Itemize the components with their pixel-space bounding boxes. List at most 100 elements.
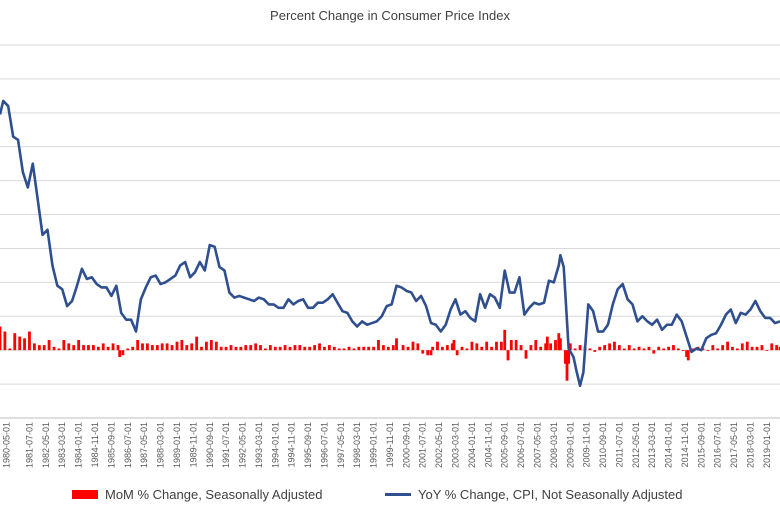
mom-bar — [617, 345, 621, 351]
mom-bar — [770, 343, 774, 351]
mom-bar — [480, 346, 484, 351]
mom-bar — [455, 350, 459, 356]
mom-bar — [726, 341, 730, 351]
mom-bar — [313, 345, 317, 351]
mom-bar — [209, 340, 213, 351]
mom-bar — [529, 345, 533, 351]
mom-bar — [557, 333, 561, 351]
x-tick-label: 1984-01-01 — [74, 422, 84, 468]
x-tick-label: 2017-05-01 — [729, 422, 739, 468]
mom-bar — [268, 345, 272, 351]
mom-bar — [460, 346, 464, 351]
x-tick-label: 1981-07-01 — [24, 422, 34, 468]
mom-bar — [545, 336, 549, 351]
gridlines — [0, 44, 780, 419]
mom-bar — [755, 346, 759, 351]
mom-bar — [146, 343, 149, 351]
x-tick-label: 2016-07-01 — [713, 422, 723, 468]
mom-bar — [332, 346, 336, 351]
mom-bar — [62, 340, 66, 351]
x-tick-label: 1989-11-01 — [188, 422, 198, 467]
mom-bar — [676, 348, 680, 351]
x-tick-label: 2003-03-01 — [451, 422, 461, 468]
mom-bar — [760, 345, 764, 351]
mom-bar — [170, 345, 174, 351]
mom-bar — [431, 346, 435, 351]
mom-bar — [47, 340, 51, 351]
mom-bar — [381, 345, 385, 351]
mom-bar — [367, 346, 371, 351]
mom-bar — [96, 346, 100, 351]
mom-bar — [558, 338, 562, 351]
mom-bar — [160, 343, 164, 351]
yoy-line-series — [0, 99, 780, 388]
mom-bar — [8, 348, 12, 351]
mom-bar — [219, 346, 223, 351]
x-tick-label: 2006-07-01 — [516, 422, 526, 468]
mom-bar — [347, 346, 351, 351]
mom-bar — [539, 346, 543, 351]
mom-bar — [377, 340, 380, 351]
x-tick-label: 1999-11-01 — [385, 422, 395, 467]
mom-bar — [598, 346, 602, 351]
mom-bar — [421, 350, 425, 354]
mom-bar — [386, 346, 390, 351]
mom-bar — [721, 345, 725, 351]
x-tick-label: 1994-11-01 — [287, 422, 297, 467]
mom-bar — [155, 345, 159, 351]
mom-bar — [686, 350, 690, 361]
mom-bar — [175, 341, 179, 351]
mom-bar — [627, 345, 631, 351]
mom-bar — [745, 341, 749, 351]
x-tick-label: 1988-03-01 — [156, 422, 166, 468]
mom-bar — [475, 343, 479, 351]
x-tick-label: 2015-09-01 — [696, 422, 706, 468]
mom-bar — [185, 345, 189, 351]
mom-bar — [229, 345, 233, 351]
mom-bar — [357, 346, 361, 351]
x-tick-label: 2007-05-01 — [532, 422, 542, 468]
mom-bar — [165, 343, 169, 351]
x-tick-label: 2012-05-01 — [631, 422, 641, 468]
x-tick-label: 1994-01-01 — [270, 422, 280, 468]
mom-bar — [401, 345, 405, 351]
mom-bar — [3, 331, 7, 351]
mom-bar — [519, 345, 523, 351]
x-tick-label: 1999-01-01 — [369, 422, 379, 468]
mom-bar — [214, 341, 218, 351]
mom-bar — [662, 348, 666, 351]
mom-bar — [642, 348, 646, 351]
mom-bar — [264, 348, 267, 351]
mom-bar — [568, 343, 572, 351]
mom-bar — [445, 345, 449, 351]
mom-bar — [567, 350, 571, 364]
x-tick-label: 1998-03-01 — [352, 422, 362, 468]
mom-bar — [429, 350, 433, 356]
mom-bar — [224, 346, 228, 351]
mom-bar — [578, 345, 582, 351]
x-tick-label: 2009-01-01 — [565, 422, 575, 468]
mom-bar — [195, 336, 199, 351]
mom-bar — [327, 345, 331, 351]
mom-bar — [416, 343, 420, 351]
mom-bar — [318, 343, 321, 351]
legend-item-yoy: YoY % Change, CPI, Not Seasonally Adjust… — [385, 487, 683, 502]
mom-bar — [485, 341, 489, 351]
mom-bar — [672, 345, 675, 351]
legend-label-yoy: YoY % Change, CPI, Not Seasonally Adjust… — [418, 487, 683, 502]
mom-bar — [278, 346, 282, 351]
mom-bar — [13, 333, 17, 351]
mom-bar — [554, 340, 557, 351]
mom-bar — [0, 326, 2, 351]
mom-bar — [111, 343, 115, 351]
chart-title: Percent Change in Consumer Price Index — [270, 8, 510, 23]
legend-item-mom: MoM % Change, Seasonally Adjusted — [72, 487, 323, 502]
mom-bar — [18, 336, 22, 351]
mom-bar — [234, 346, 238, 351]
mom-bar — [42, 345, 46, 351]
mom-bar — [33, 343, 36, 351]
mom-bar — [778, 346, 780, 351]
legend-swatch-mom — [72, 490, 98, 499]
mom-bar — [652, 350, 656, 354]
